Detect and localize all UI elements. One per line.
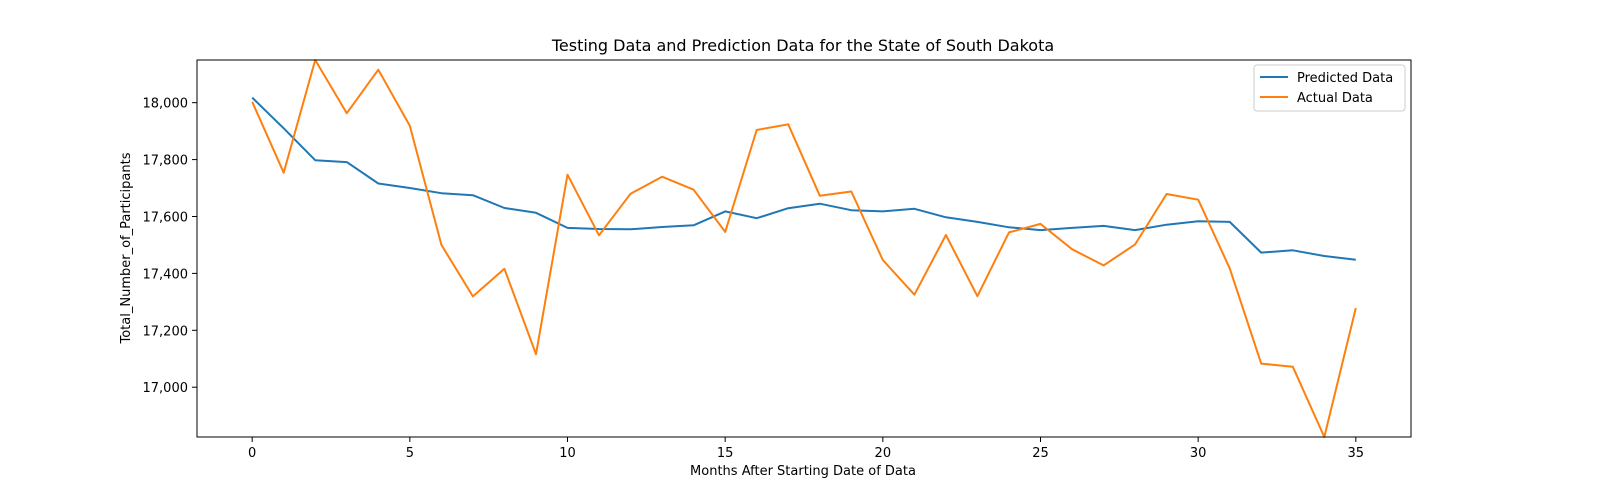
- x-tick-label: 25: [1032, 446, 1049, 461]
- y-tick-label: 17,600: [143, 210, 189, 225]
- x-axis-label: Months After Starting Date of Data: [690, 464, 916, 479]
- legend-box: [1253, 64, 1406, 112]
- y-axis-label: Total_Number_of_Participants: [119, 152, 134, 344]
- x-tick-label: 30: [1190, 446, 1207, 461]
- series-line-predicted-data: [251, 96, 1356, 261]
- y-tick-label: 17,800: [143, 154, 189, 169]
- legend-label-predicted: Predicted Data: [1297, 71, 1393, 86]
- chart-title: Testing Data and Prediction Data for the…: [551, 36, 1054, 55]
- x-tick-label: 20: [875, 446, 892, 461]
- plot-area-frame: [196, 59, 1412, 438]
- y-tick-label: 17,000: [143, 381, 189, 396]
- y-tick-label: 17,400: [143, 267, 189, 282]
- y-tick-label: 17,200: [143, 324, 189, 339]
- plot-lines: [251, 59, 1357, 438]
- y-tick-label: 18,000: [143, 97, 189, 112]
- y-axis-ticks: 17,000 17,200 17,400 17,600 17,800 18,000: [143, 97, 197, 396]
- x-tick-label: 0: [248, 446, 256, 461]
- x-tick-label: 15: [717, 446, 734, 461]
- x-tick-label: 5: [406, 446, 414, 461]
- legend: Predicted Data Actual Data: [1253, 64, 1406, 112]
- legend-label-actual: Actual Data: [1297, 91, 1373, 106]
- x-tick-label: 10: [559, 446, 576, 461]
- x-axis-ticks: 0 5 10 15 20 25 30 35: [248, 437, 1364, 461]
- x-tick-label: 35: [1348, 446, 1365, 461]
- series-line-actual-data: [251, 59, 1357, 438]
